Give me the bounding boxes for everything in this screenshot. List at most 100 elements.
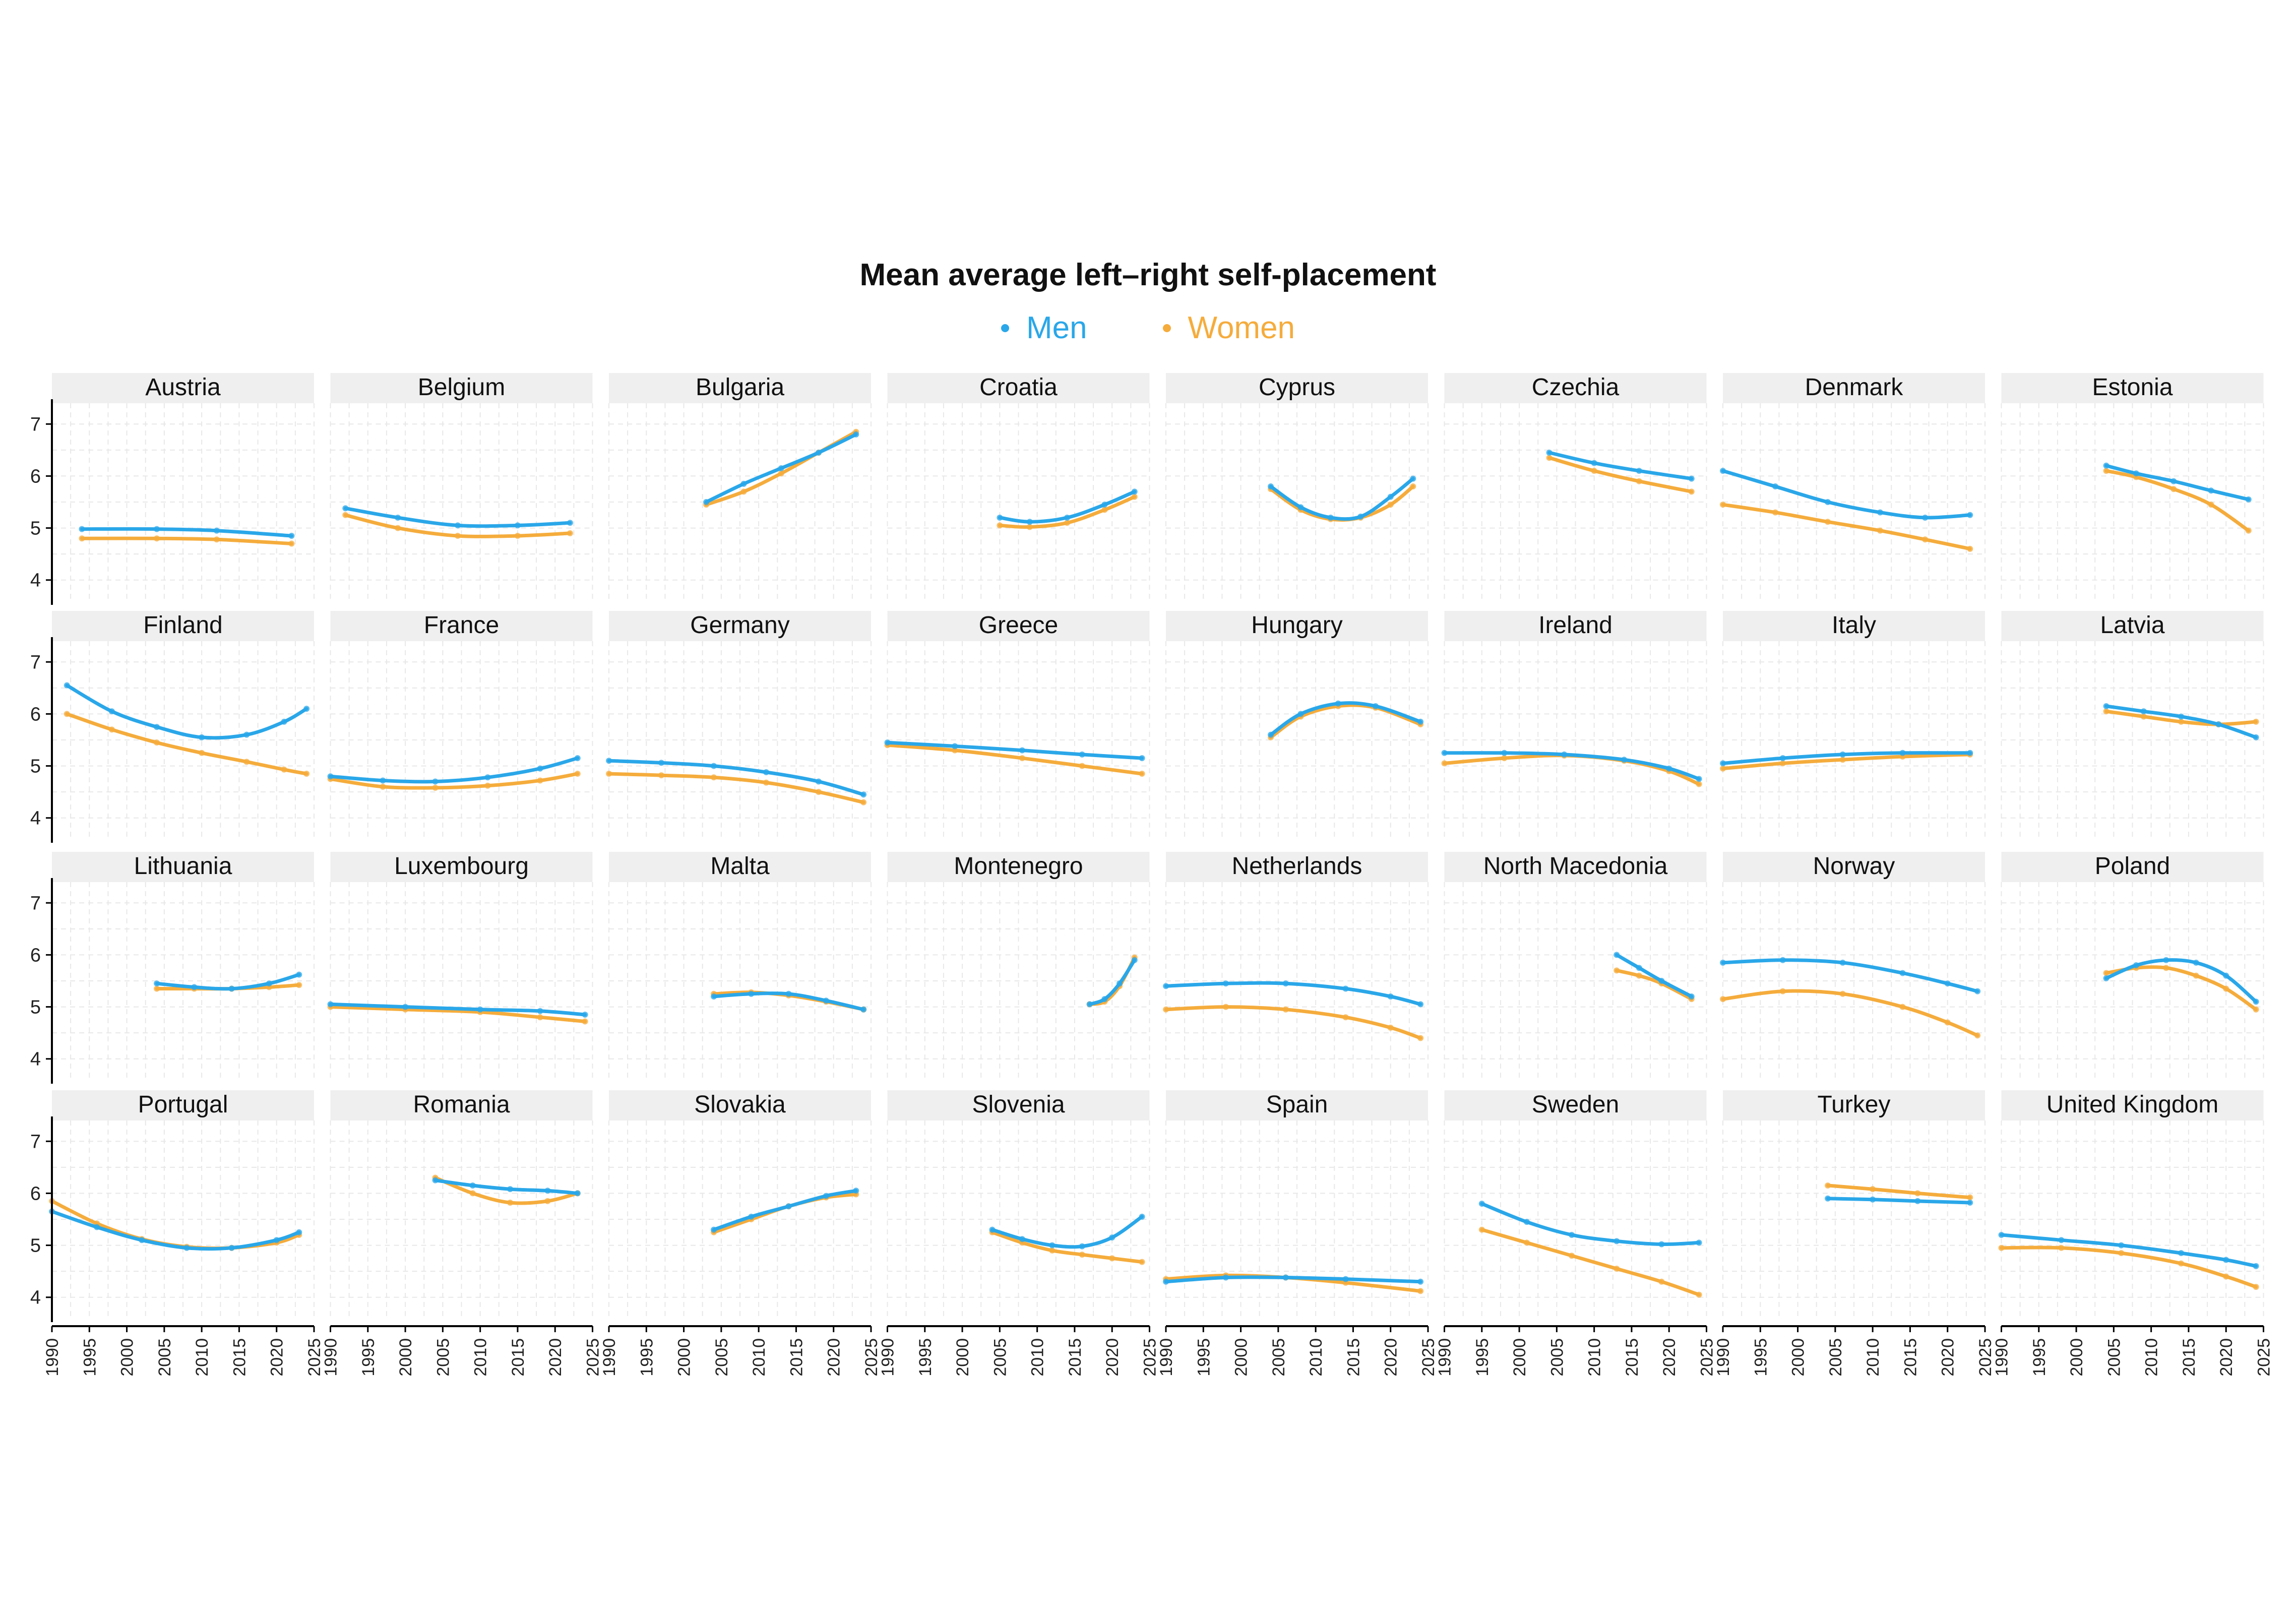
x-tick-label: 2005: [1826, 1338, 1845, 1377]
series-line-women: [329, 1005, 587, 1023]
data-point-women: [296, 982, 302, 988]
data-point-men: [740, 480, 747, 487]
data-point-women: [1839, 757, 1846, 763]
facet-spain: Spain 1990 1995 2000 2005 2010 2015 2020 2025: [1157, 1090, 1438, 1377]
data-point-men: [1282, 980, 1289, 987]
facet-strip: [609, 373, 871, 403]
data-point-men: [1720, 468, 1726, 474]
data-point-men: [296, 971, 302, 978]
data-point-men: [1914, 1198, 1921, 1204]
legend-item-men: Men: [1001, 310, 1087, 346]
data-point-men: [1614, 952, 1620, 958]
facet-strip: [887, 1090, 1150, 1120]
facet-title: Slovenia: [972, 1091, 1065, 1118]
facet-lithuania: Lithuania 4 5 6 7: [30, 852, 315, 1084]
facet-title: Sweden: [1532, 1091, 1619, 1118]
data-point-women: [64, 711, 70, 717]
data-point-women: [1696, 781, 1702, 787]
data-point-men: [544, 1188, 551, 1194]
data-point-women: [997, 522, 1003, 529]
facet-greece: Greece: [884, 611, 1150, 839]
data-point-men: [1621, 757, 1628, 763]
data-point-women: [395, 525, 401, 531]
data-point-women: [2118, 1250, 2125, 1257]
data-point-men: [455, 522, 461, 529]
data-point-women: [1696, 1291, 1702, 1298]
x-tick-label: 2000: [2067, 1338, 2086, 1377]
series-line-women: [2000, 1246, 2258, 1289]
facet-title: Romania: [413, 1091, 510, 1118]
facet-hungary: Hungary: [1165, 611, 1429, 839]
data-point-women: [1546, 455, 1553, 461]
facet-strip: [2001, 852, 2264, 882]
data-point-men: [1546, 450, 1553, 456]
data-point-men: [1049, 1242, 1056, 1249]
data-point-men: [507, 1186, 514, 1193]
facet-title: Greece: [979, 612, 1058, 639]
y-tick-label: 4: [30, 1287, 41, 1309]
data-point-women: [2103, 708, 2109, 715]
data-point-men: [1899, 970, 1906, 976]
data-point-men: [1116, 980, 1123, 987]
data-point-women: [1870, 1186, 1876, 1193]
data-point-men: [2253, 734, 2259, 740]
data-point-men: [1373, 703, 1379, 709]
data-point-men: [785, 990, 792, 997]
data-point-men: [1569, 1231, 1575, 1238]
facet-strip: [52, 373, 314, 403]
data-point-women: [1688, 488, 1695, 495]
facet-ireland: Ireland: [1441, 611, 1707, 839]
data-point-men: [1342, 985, 1349, 992]
x-tick-label: 2000: [953, 1338, 972, 1377]
x-tick-label: 2005: [433, 1338, 453, 1377]
x-tick-label: 1990: [43, 1338, 62, 1377]
x-tick-label: 2010: [1028, 1338, 1047, 1377]
data-point-men: [1357, 513, 1364, 520]
data-point-men: [288, 533, 295, 539]
x-tick-label: 1995: [916, 1338, 935, 1377]
data-point-women: [469, 1190, 476, 1197]
data-point-women: [567, 530, 573, 536]
data-point-women: [2245, 527, 2252, 534]
data-point-men: [154, 526, 160, 532]
legend-item-women: Women: [1162, 310, 1295, 346]
data-point-men: [884, 739, 891, 746]
series-line-women: [65, 712, 308, 776]
data-point-women: [1974, 1032, 1981, 1039]
y-tick-label: 6: [30, 945, 41, 966]
facet-estonia: Estonia: [2001, 373, 2264, 601]
data-point-women: [658, 772, 664, 779]
data-point-women: [432, 784, 439, 791]
data-point-women: [1109, 1255, 1115, 1262]
data-point-men: [2103, 462, 2109, 469]
x-tick-label: 2025: [1419, 1338, 1438, 1377]
data-point-men: [1839, 959, 1846, 966]
data-point-women: [1877, 527, 1883, 534]
data-point-men: [154, 724, 160, 730]
x-tick-label: 2020: [825, 1338, 844, 1377]
x-tick-label: 2010: [750, 1338, 769, 1377]
data-point-men: [395, 514, 401, 521]
data-point-women: [2103, 468, 2109, 474]
data-point-women: [154, 535, 160, 542]
y-tick-label: 7: [30, 414, 41, 435]
data-point-women: [154, 985, 160, 992]
data-point-men: [1342, 1276, 1349, 1282]
x-tick-label: 2025: [305, 1338, 324, 1377]
data-point-women: [537, 777, 543, 784]
data-point-men: [2245, 496, 2252, 503]
series-line-men: [1088, 958, 1137, 1006]
series-line-men: [990, 1215, 1144, 1249]
y-tick-label: 4: [30, 1049, 41, 1070]
series-line-women: [80, 536, 293, 545]
data-point-men: [2253, 999, 2259, 1005]
data-point-men: [537, 1008, 543, 1014]
data-point-men: [108, 708, 115, 715]
x-tick-label: 2020: [546, 1338, 565, 1377]
data-point-men: [228, 985, 235, 992]
facet-slovakia: Slovakia 1990 1995 2000 2005 2010 2015 2020 2025: [600, 1090, 881, 1377]
data-point-men: [574, 755, 581, 762]
facet-title: Bulgaria: [696, 374, 784, 401]
facet-title: Norway: [1813, 853, 1895, 880]
